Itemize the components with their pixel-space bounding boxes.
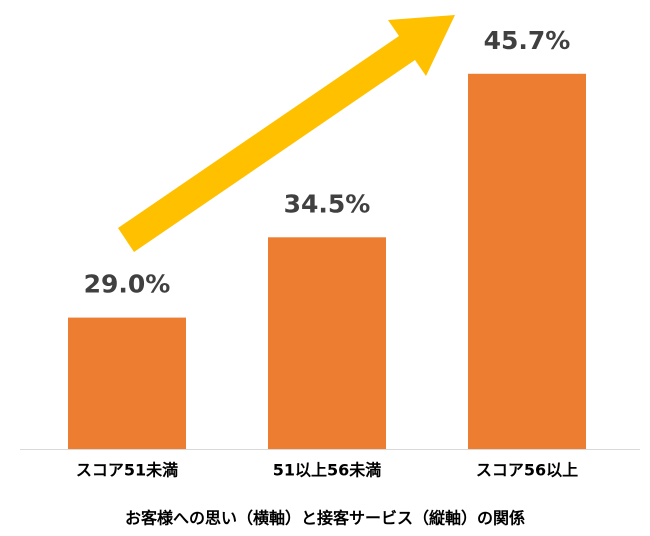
bar [268, 237, 386, 449]
x-tick-label: スコア51未満 [76, 461, 178, 480]
data-label: 34.5% [284, 189, 371, 218]
bar [468, 73, 586, 449]
trend-arrow [118, 15, 455, 252]
data-label: 29.0% [84, 270, 171, 299]
x-axis-title: お客様への思い（横軸）と接客サービス（縦軸）の関係 [125, 509, 525, 528]
x-tick-label: 51以上56未満 [273, 461, 382, 480]
data-label: 45.7% [484, 26, 571, 55]
bar [68, 317, 186, 449]
x-tick-label: スコア56以上 [476, 461, 578, 480]
